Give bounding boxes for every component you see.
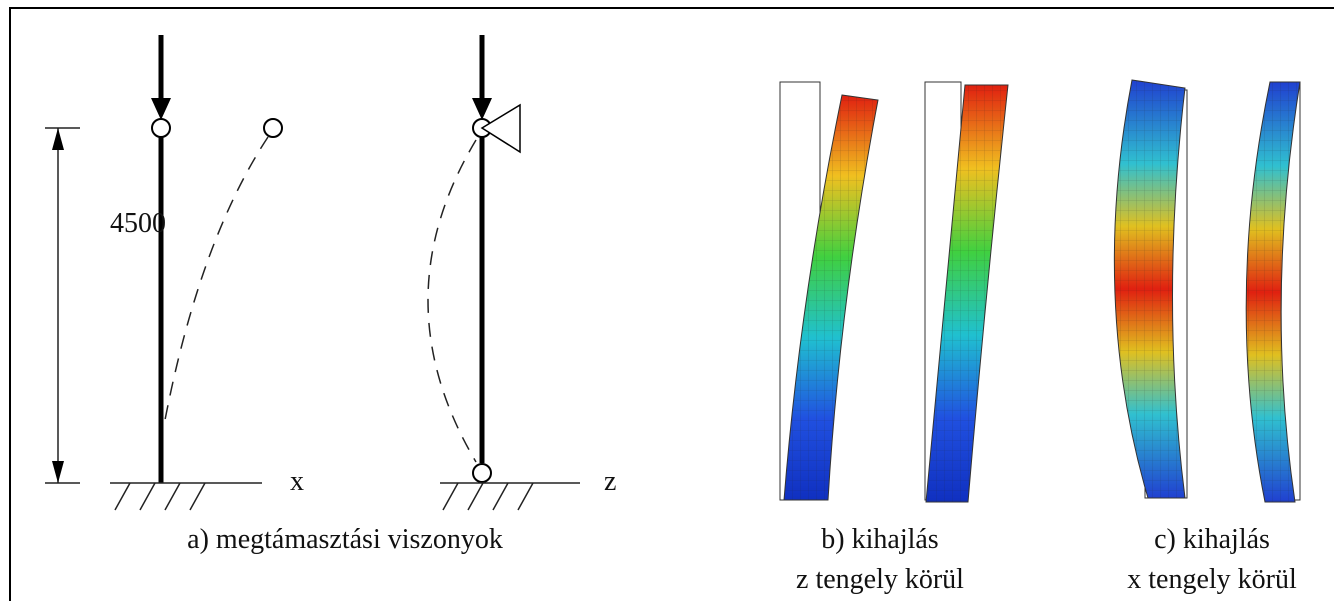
panel-a-drawing bbox=[45, 35, 580, 510]
panel-c-drawing bbox=[1114, 80, 1300, 502]
caption: a) megtámasztási viszonyok bbox=[187, 524, 503, 555]
figure: 4500 x z a) megtámasztási viszonyok b) k… bbox=[0, 0, 1334, 601]
panel-b-drawing bbox=[780, 82, 1008, 502]
caption: c) kihajlás bbox=[1154, 524, 1270, 555]
caption: b) kihajlás bbox=[821, 524, 938, 555]
caption: z tengely körül bbox=[796, 564, 964, 595]
axis-label: z bbox=[604, 466, 616, 497]
dimension-label: 4500 bbox=[110, 208, 166, 239]
caption: x tengely körül bbox=[1127, 564, 1297, 595]
axis-label: x bbox=[290, 466, 304, 497]
